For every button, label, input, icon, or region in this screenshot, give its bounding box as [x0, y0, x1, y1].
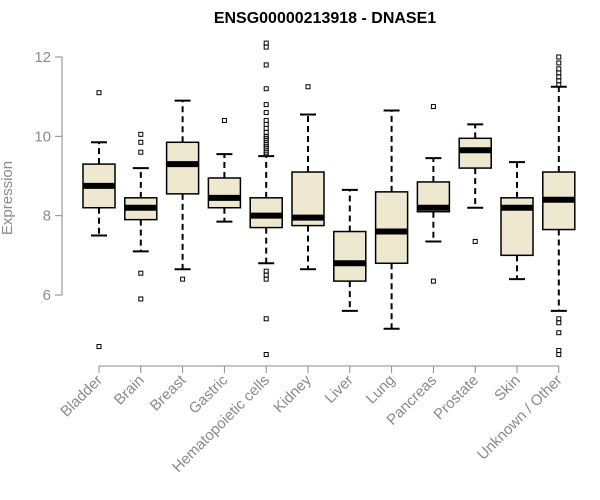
outlier-point: [138, 131, 144, 137]
outlier-point: [263, 121, 269, 127]
box-prostate: [458, 123, 492, 244]
outlier-point: [556, 78, 562, 84]
box-breast: [165, 99, 200, 282]
outlier-point: [263, 117, 269, 123]
outlier-point: [96, 90, 102, 96]
outlier-point: [138, 270, 144, 276]
outlier-point: [556, 74, 562, 80]
outlier-point: [556, 330, 562, 336]
box-bladder: [82, 90, 116, 350]
outlier-point: [263, 352, 269, 357]
iqr-box: [207, 177, 242, 209]
outlier-point: [263, 129, 269, 135]
iqr-box: [374, 191, 409, 265]
outlier-point: [180, 276, 186, 282]
box-gastric: [207, 117, 242, 223]
outlier-point: [472, 238, 478, 244]
outlier-point: [263, 268, 269, 274]
boxes: [82, 40, 576, 357]
outlier-point: [556, 70, 562, 76]
outlier-point: [305, 84, 311, 90]
box-pancreas: [416, 104, 451, 284]
y-tick-label: 8: [43, 208, 51, 225]
x-tick-label: Kidney: [270, 371, 315, 416]
outlier-point: [263, 316, 269, 322]
box-skin: [500, 161, 534, 281]
outlier-point: [138, 139, 144, 145]
outlier-point: [138, 149, 144, 155]
outlier-point: [263, 62, 269, 68]
outlier-point: [430, 104, 436, 110]
outlier-point: [96, 344, 102, 350]
outlier-point: [556, 352, 562, 357]
box-brain: [124, 131, 158, 302]
outlier-point: [263, 40, 269, 46]
outlier-point: [263, 86, 269, 92]
outlier-point: [263, 151, 269, 157]
x-tick-label: Prostate: [430, 372, 482, 424]
box-hematopoietic-cells: [249, 40, 283, 357]
x-tick-label: Brain: [111, 372, 148, 409]
y-axis-label: Expression: [0, 161, 16, 235]
x-tick-label: Bladder: [57, 372, 106, 421]
outlier-point: [263, 110, 269, 116]
outlier-point: [263, 44, 269, 50]
outlier-point: [263, 272, 269, 278]
y-tick-label: 10: [34, 128, 51, 145]
box-liver: [333, 188, 367, 312]
x-tick-label: Lung: [363, 372, 399, 408]
outlier-point: [556, 60, 562, 66]
x-tick-label: Breast: [147, 371, 190, 414]
outlier-point: [556, 316, 562, 322]
box-lung: [374, 109, 409, 330]
chart-title: ENSG00000213918 - DNASE1: [214, 10, 436, 27]
outlier-point: [263, 276, 269, 282]
outlier-point: [430, 278, 436, 284]
y-tick-label: 6: [43, 287, 51, 304]
x-tick-label: Skin: [491, 372, 524, 405]
box-kidney: [291, 84, 325, 271]
x-tick-label: Liver: [322, 372, 357, 407]
outlier-point: [138, 296, 144, 302]
iqr-box: [333, 230, 367, 282]
iqr-box: [165, 141, 200, 195]
y-tick-label: 12: [34, 49, 51, 66]
outlier-point: [556, 348, 562, 354]
outlier-point: [556, 82, 562, 88]
outlier-point: [221, 117, 227, 123]
box-unknown-other: [542, 54, 576, 357]
outlier-point: [263, 102, 269, 108]
outlier-point: [556, 320, 562, 326]
outlier-point: [556, 54, 562, 60]
outlier-point: [263, 125, 269, 131]
outlier-point: [556, 66, 562, 72]
